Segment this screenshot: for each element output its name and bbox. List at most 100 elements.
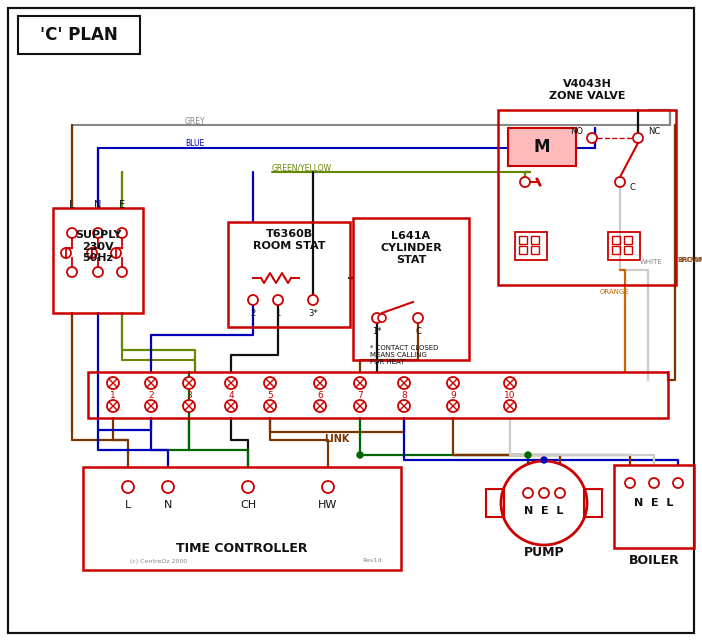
Circle shape: [242, 481, 254, 493]
Text: CH: CH: [240, 500, 256, 510]
Circle shape: [145, 377, 157, 389]
Circle shape: [314, 400, 326, 412]
Text: 2: 2: [251, 310, 256, 319]
Circle shape: [354, 377, 366, 389]
Circle shape: [273, 295, 283, 305]
Bar: [508, 128, 576, 166]
Circle shape: [117, 228, 127, 238]
Circle shape: [525, 452, 531, 458]
Bar: [88, 372, 668, 418]
Circle shape: [539, 488, 549, 498]
Bar: [498, 110, 676, 285]
Text: WHITE: WHITE: [640, 259, 663, 265]
Circle shape: [67, 228, 77, 238]
Text: C: C: [630, 183, 636, 192]
Text: N  E  L: N E L: [635, 498, 674, 508]
Text: M: M: [534, 138, 550, 156]
Bar: [584, 489, 602, 517]
Text: 5: 5: [267, 390, 273, 399]
Circle shape: [555, 488, 565, 498]
Bar: [486, 489, 504, 517]
Text: 9: 9: [450, 390, 456, 399]
Circle shape: [322, 481, 334, 493]
Text: 8: 8: [401, 390, 407, 399]
Circle shape: [225, 377, 237, 389]
Text: PUMP: PUMP: [524, 547, 564, 560]
Text: L641A
CYLINDER
STAT: L641A CYLINDER STAT: [380, 231, 442, 265]
Text: E: E: [119, 200, 125, 210]
Circle shape: [413, 313, 423, 323]
Circle shape: [264, 400, 276, 412]
Bar: [519, 246, 527, 254]
Circle shape: [183, 377, 195, 389]
Bar: [53, 208, 143, 313]
Text: 6: 6: [317, 390, 323, 399]
Circle shape: [504, 400, 516, 412]
Bar: [531, 246, 539, 254]
Bar: [353, 218, 469, 360]
Circle shape: [615, 177, 625, 187]
Bar: [228, 222, 350, 327]
Circle shape: [520, 177, 530, 187]
Circle shape: [357, 452, 363, 458]
Text: 1*: 1*: [372, 326, 382, 335]
Circle shape: [673, 478, 683, 488]
Bar: [612, 246, 620, 254]
Bar: [608, 232, 640, 260]
Text: T6360B
ROOM STAT: T6360B ROOM STAT: [253, 229, 325, 251]
Circle shape: [633, 133, 643, 143]
Bar: [519, 236, 527, 244]
Circle shape: [264, 377, 276, 389]
Text: N: N: [94, 200, 102, 210]
Circle shape: [587, 133, 597, 143]
Text: LINK: LINK: [324, 434, 350, 444]
Circle shape: [541, 457, 547, 463]
Circle shape: [354, 400, 366, 412]
Bar: [624, 246, 632, 254]
Text: BROWN: BROWN: [677, 257, 702, 263]
Text: SUPPLY
230V
50Hz: SUPPLY 230V 50Hz: [74, 230, 121, 263]
Circle shape: [314, 377, 326, 389]
Circle shape: [398, 400, 410, 412]
Bar: [624, 236, 632, 244]
Bar: [531, 236, 539, 244]
Text: N  E  L: N E L: [524, 506, 564, 516]
Text: 4: 4: [228, 390, 234, 399]
Text: NO: NO: [570, 128, 583, 137]
Text: 10: 10: [504, 390, 516, 399]
Text: 7: 7: [357, 390, 363, 399]
Text: NC: NC: [648, 128, 661, 137]
Circle shape: [447, 377, 459, 389]
Circle shape: [145, 400, 157, 412]
Circle shape: [378, 314, 386, 322]
Text: TIME CONTROLLER: TIME CONTROLLER: [176, 542, 307, 554]
Text: 1: 1: [275, 310, 281, 319]
Circle shape: [649, 478, 659, 488]
Text: V4043H
ZONE VALVE: V4043H ZONE VALVE: [549, 79, 625, 101]
Circle shape: [523, 488, 533, 498]
Circle shape: [61, 248, 71, 258]
Text: BLUE: BLUE: [185, 140, 204, 149]
Text: 2: 2: [148, 390, 154, 399]
Circle shape: [248, 295, 258, 305]
Circle shape: [107, 400, 119, 412]
Circle shape: [162, 481, 174, 493]
Text: N: N: [164, 500, 172, 510]
Text: BOILER: BOILER: [628, 554, 680, 567]
Circle shape: [398, 377, 410, 389]
Circle shape: [87, 248, 97, 258]
Circle shape: [93, 228, 103, 238]
Circle shape: [122, 481, 134, 493]
Bar: [515, 232, 547, 260]
Ellipse shape: [501, 461, 587, 545]
Circle shape: [67, 267, 77, 277]
Text: GREEN/YELLOW: GREEN/YELLOW: [272, 163, 332, 172]
Circle shape: [111, 248, 121, 258]
Text: L: L: [69, 200, 74, 210]
Circle shape: [447, 400, 459, 412]
Text: C: C: [415, 326, 421, 335]
Text: (c) CentreOz 2000: (c) CentreOz 2000: [130, 558, 187, 563]
Text: ORANGE: ORANGE: [600, 289, 630, 295]
Text: BROWN: BROWN: [678, 257, 702, 263]
Bar: [83, 467, 401, 570]
